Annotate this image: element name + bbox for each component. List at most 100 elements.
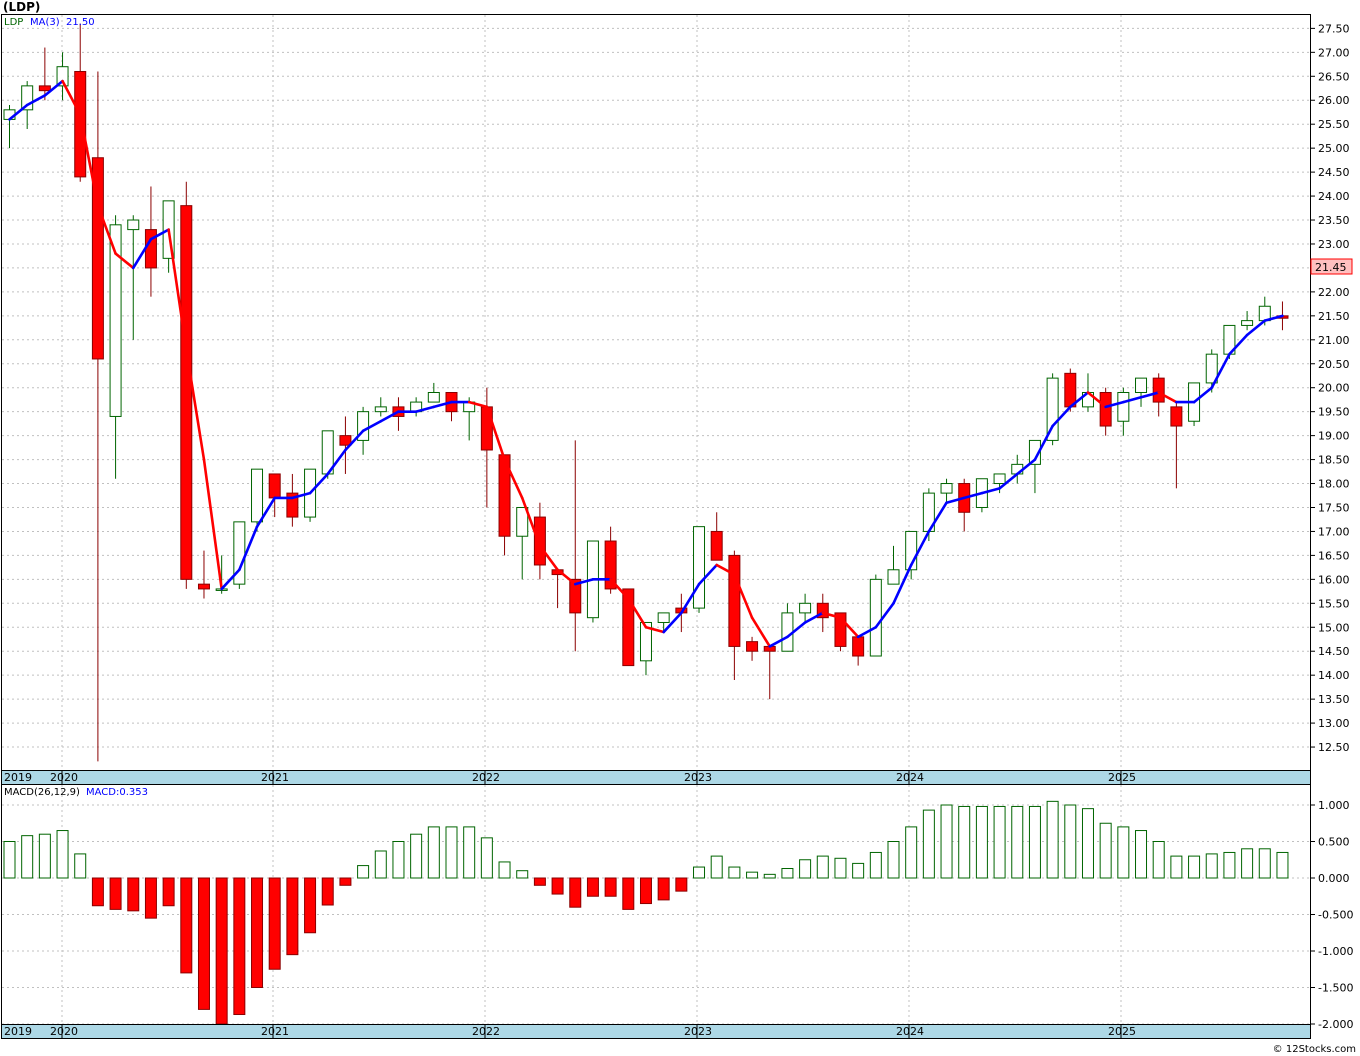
ma-segment — [573, 578, 595, 586]
ma-segment — [998, 472, 1019, 490]
candle-body — [799, 602, 812, 614]
ma-segment — [467, 400, 489, 409]
price-tick-label: 20.50 — [1318, 358, 1350, 371]
candle — [427, 382, 440, 403]
macd-bar — [975, 805, 988, 879]
ma-segment — [344, 429, 365, 452]
macd-bar — [869, 851, 882, 879]
macd-bar — [21, 835, 34, 879]
ma-segment — [697, 563, 719, 586]
ma-segment — [1086, 391, 1107, 409]
candle-body — [197, 583, 210, 590]
macd-bar — [533, 877, 546, 886]
ma-segment — [149, 228, 170, 241]
year-label: 2023 — [684, 1025, 712, 1038]
candle-body — [127, 219, 140, 231]
macd-bar — [622, 877, 635, 910]
macd-tick-label: 0.000 — [1318, 872, 1350, 885]
candle-body — [940, 483, 953, 494]
macd-bar — [339, 877, 352, 886]
macd-bar — [816, 855, 829, 879]
macd-bar — [1028, 805, 1041, 879]
candle — [1170, 402, 1183, 489]
watermark: © 12Stocks.com — [1273, 1044, 1356, 1055]
ma-segment — [520, 496, 542, 548]
year-labels-upper: 2019 2020 2021 2022 2023 2024 2025 — [4, 771, 1136, 784]
macd-bar — [74, 853, 87, 879]
candle-body — [887, 569, 900, 585]
macd-bar — [286, 877, 299, 956]
macd-bar — [1170, 855, 1183, 879]
ma-segment — [1122, 395, 1143, 404]
macd-bar — [940, 804, 953, 879]
candle-body — [728, 554, 741, 647]
macd-tick-label: 1.000 — [1318, 799, 1350, 812]
year-gridlines-price — [61, 15, 1122, 770]
candle-body — [1152, 377, 1165, 403]
macd-bar — [38, 833, 51, 879]
macd-bar — [639, 877, 652, 905]
ma-segment — [945, 496, 966, 504]
candle — [1152, 373, 1165, 417]
year-label: 2022 — [472, 1025, 500, 1038]
candle — [533, 502, 546, 580]
candle-body — [180, 205, 193, 580]
candle-body — [374, 406, 387, 413]
candle — [799, 593, 812, 623]
ma-segment — [856, 625, 878, 639]
candle-body — [905, 530, 918, 571]
candle-body — [1064, 372, 1077, 408]
macd-bar — [427, 826, 440, 879]
ma-segment — [1263, 314, 1284, 322]
ma-segment — [821, 611, 842, 619]
macd-bar — [197, 877, 210, 1010]
candle-body — [1028, 439, 1041, 465]
ma-segment — [733, 573, 754, 619]
ma-segment — [839, 616, 860, 639]
ma-segment — [609, 578, 630, 600]
macd-bar — [463, 826, 476, 879]
last-price-tag-box — [1310, 258, 1353, 275]
candle — [657, 612, 670, 633]
ma-segment — [379, 410, 400, 423]
macd-bar — [604, 877, 617, 897]
candle — [975, 478, 988, 513]
macd-bar — [180, 877, 193, 974]
macd-bar — [56, 830, 69, 879]
macd-bar — [162, 877, 175, 907]
macd-bar — [1135, 830, 1148, 879]
ma-segment — [78, 113, 100, 207]
year-label: 2024 — [896, 771, 924, 784]
price-tick-label: 21.50 — [1318, 310, 1350, 323]
price-tick-label: 17.00 — [1318, 525, 1350, 538]
candle-body — [251, 468, 264, 523]
macd-bar — [675, 877, 688, 892]
candle — [38, 47, 51, 101]
candle-body — [109, 224, 122, 417]
ma-segment — [1157, 391, 1178, 404]
price-tick-label: 19.00 — [1318, 430, 1350, 443]
price-tick-label: 23.50 — [1318, 214, 1350, 227]
macd-bar — [1258, 848, 1271, 879]
price-tick-label: 13.50 — [1318, 693, 1350, 706]
price-tick-label: 15.50 — [1318, 597, 1350, 610]
candle-body — [268, 473, 281, 499]
ma-segment — [131, 237, 153, 270]
candle-body — [1241, 320, 1254, 326]
macd-bar — [586, 877, 599, 897]
macd-tick-label: -0.500 — [1318, 909, 1353, 922]
macd-bar — [728, 866, 741, 879]
ma-segment — [308, 472, 330, 495]
macd-bar — [799, 859, 812, 879]
year-axis-band-lower — [1, 1024, 1311, 1039]
candle-body — [357, 411, 370, 441]
macd-bar — [251, 877, 264, 988]
macd-bar — [304, 877, 317, 934]
ma-segment — [1069, 391, 1090, 409]
price-tick-label: 21.00 — [1318, 334, 1350, 347]
macd-tick-label: -1.000 — [1318, 945, 1353, 958]
ma-segment — [167, 228, 188, 351]
candle — [869, 574, 882, 657]
ma-segment — [291, 491, 312, 500]
macd-bar — [268, 877, 281, 970]
